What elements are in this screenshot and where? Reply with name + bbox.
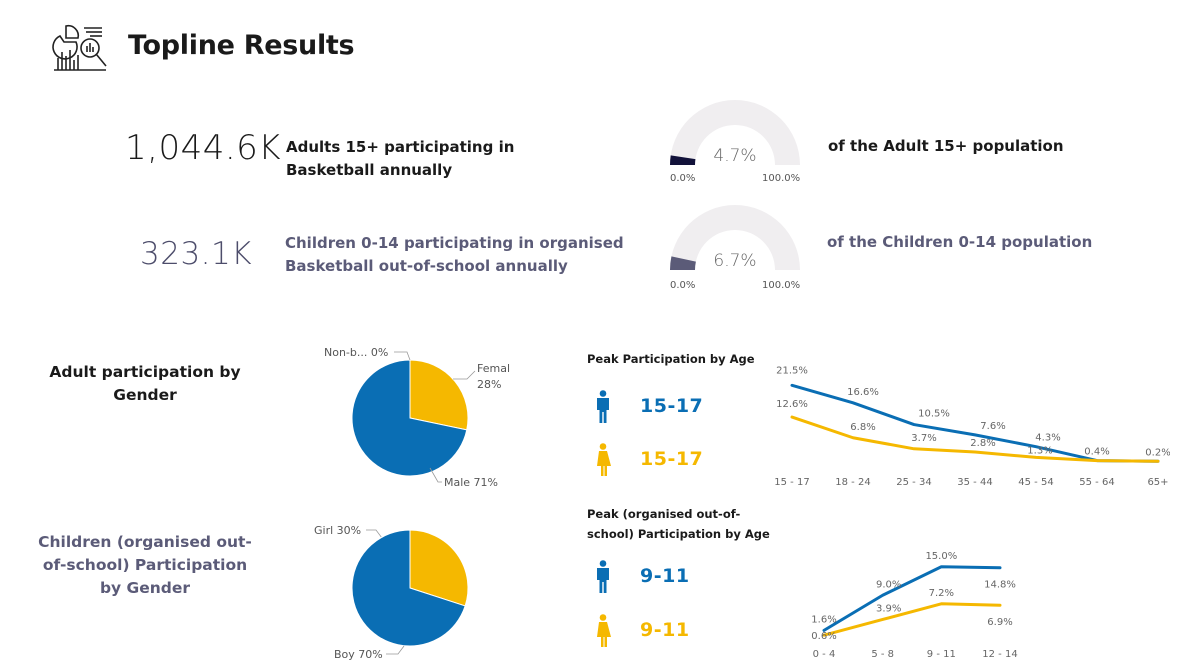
male-person-icon (594, 560, 612, 594)
adult-participants-kpi: 1,044.6K (125, 128, 281, 168)
pie-label: Male 71% (444, 476, 498, 489)
gauge-value-label: 6.7% (713, 251, 756, 271)
page-title: Topline Results (128, 30, 354, 61)
female-person-icon (594, 614, 612, 648)
data-label: 14.8% (984, 580, 1016, 591)
data-label: 3.7% (911, 433, 936, 444)
pie-label: Female (477, 362, 510, 375)
data-label: 3.9% (876, 603, 901, 614)
children-age-line-chart: 1.6% 9.0% 15.0% 14.8% 0.6% 3.9% 7.2% 6.9% 0 - 4 5… (790, 548, 1190, 659)
section-title-line: Gender (40, 384, 250, 407)
adult-age-line-chart: 21.5% 16.6% 10.5% 7.6% 4.3% 0.4% 0.2% 12.6% 6.8%… (770, 352, 1170, 487)
data-label: 7.2% (929, 588, 954, 599)
data-label: 7.6% (980, 421, 1005, 432)
data-label: 21.5% (776, 365, 808, 376)
adult-participants-description: Adults 15+ participating in Basketball a… (286, 136, 586, 182)
adult-peak-age-label: Peak Participation by Age (587, 349, 755, 369)
section-title-line: Adult participation by (40, 361, 250, 384)
section-title-line: by Gender (30, 577, 260, 600)
line-series (824, 604, 1000, 635)
children-participants-description: Children 0-14 participating in organised… (285, 232, 625, 278)
gauge-value-label: 4.7% (713, 146, 756, 166)
children-gender-pie: Girl 30% Boy 70% (310, 510, 510, 670)
section-title-line: of-school) Participation (30, 554, 260, 577)
data-label: 2.8% (970, 438, 995, 449)
data-label: 16.6% (847, 387, 879, 398)
data-label: 9.0% (876, 579, 901, 590)
children-participants-kpi: 323.1K (140, 236, 252, 272)
x-tick-label: 35 - 44 (957, 477, 992, 487)
x-tick-label: 9 - 11 (927, 649, 956, 659)
adult-gender-pie: Female 28% Male 71% Non-b... 0% (310, 340, 510, 500)
children-peak-age-male: 9-11 (640, 565, 690, 587)
adult-peak-age-male: 15-17 (640, 395, 703, 417)
data-label: 10.5% (918, 409, 950, 420)
x-tick-label: 15 - 17 (774, 477, 809, 487)
pie-label: Girl 30% (314, 524, 361, 537)
children-population-label: of the Children 0-14 population (827, 233, 1092, 251)
peak-label-line: Peak (organised out-of- (587, 504, 777, 524)
line-series (824, 567, 1000, 631)
children-population-gauge: 6.7% (665, 205, 805, 285)
analytics-report-icon (50, 22, 112, 74)
data-label: 15.0% (925, 551, 957, 562)
x-tick-label: 45 - 54 (1018, 477, 1053, 487)
data-label: 6.9% (987, 617, 1012, 628)
adult-peak-age-female: 15-17 (640, 448, 703, 470)
data-label: 0.2% (1145, 447, 1170, 458)
data-label: 1.6% (811, 614, 836, 625)
adult-population-gauge: 4.7% (665, 100, 805, 180)
children-peak-age-label: Peak (organised out-of- school) Particip… (587, 504, 777, 544)
pie-label: Boy 70% (334, 648, 383, 661)
data-label: 0.4% (1084, 447, 1109, 458)
x-tick-label: 18 - 24 (835, 477, 870, 487)
data-label: 0.6% (811, 631, 836, 642)
x-tick-label: 12 - 14 (982, 649, 1017, 659)
pie-label: Non-b... 0% (324, 346, 388, 359)
gauge-max-label: 100.0% (762, 280, 800, 291)
peak-label-line: school) Participation by Age (587, 524, 777, 544)
pie-label: 28% (477, 378, 501, 391)
adult-population-label: of the Adult 15+ population (828, 137, 1064, 155)
section-title-line: Children (organised out- (30, 531, 260, 554)
data-label: 6.8% (850, 422, 875, 433)
x-tick-label: 25 - 34 (896, 477, 931, 487)
gauge-max-label: 100.0% (762, 173, 800, 184)
female-person-icon (594, 443, 612, 477)
data-label: 12.6% (776, 399, 808, 410)
male-person-icon (594, 390, 612, 424)
gauge-min-label: 0.0% (670, 173, 695, 184)
x-tick-label: 5 - 8 (871, 649, 894, 659)
x-tick-label: 55 - 64 (1079, 477, 1114, 487)
x-tick-label: 65+ (1147, 477, 1168, 487)
data-label: 4.3% (1035, 433, 1060, 444)
adult-gender-section-title: Adult participation by Gender (40, 361, 250, 407)
gauge-min-label: 0.0% (670, 280, 695, 291)
x-tick-label: 0 - 4 (813, 649, 836, 659)
data-label: 1.3% (1027, 445, 1052, 456)
children-peak-age-female: 9-11 (640, 619, 690, 641)
children-gender-section-title: Children (organised out- of-school) Part… (30, 531, 260, 600)
